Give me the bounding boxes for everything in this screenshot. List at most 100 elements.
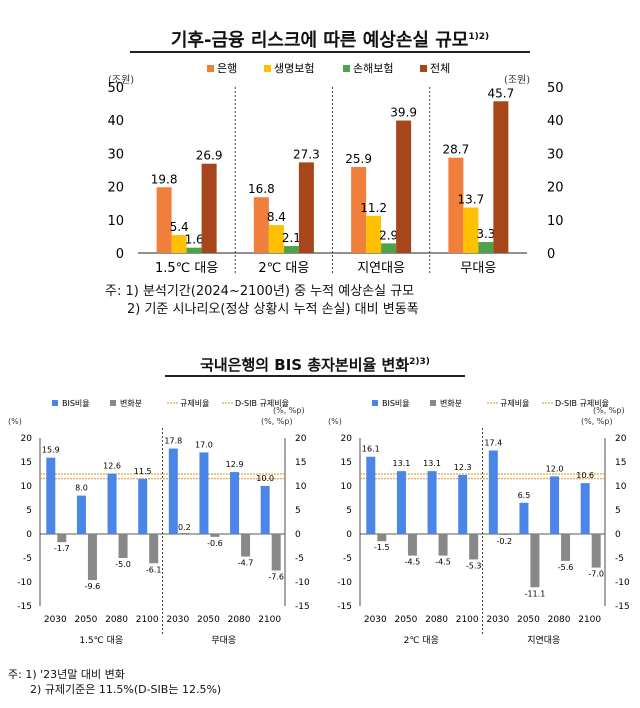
change-bar [271,534,281,571]
data-label: 39.9 [390,106,417,120]
y-tick-right: 40 [547,114,564,129]
y-tick-left: 10 [21,482,33,492]
bis-bar [519,502,529,534]
y-unit-right: (%, %p) [581,417,613,426]
bis-bar [76,495,86,534]
bis-label: 16.1 [362,445,380,454]
change-label: -4.7 [238,559,254,568]
legend-swatch-1 [264,65,271,72]
x-tick-label: 1.5℃ 대응 [155,261,218,276]
bar-0 [253,197,269,253]
y-tick-right: 15 [295,458,306,468]
bis-bar [199,452,209,534]
chart2-title-sup: 2)3) [409,357,430,367]
change-label: 0.2 [178,523,191,532]
bar-2 [283,246,299,253]
x-tick-label: 2050 [197,615,220,625]
bis-label: 15.9 [42,446,60,455]
y-tick-right: 10 [615,482,627,492]
chart1-svg: 은행 생명보험 손해보험 전체 (조원) (조원) 0 0 10 10 20 20 30 30 40 40 50… [107,61,564,276]
chart2-note-2: 2) 규제기준은 11.5%(D-SIB는 12.5%) [30,683,222,696]
y-tick-left: 30 [107,147,124,162]
bis-bar [427,471,437,534]
y-tick-right: 20 [295,434,307,444]
bis-bar [168,448,178,534]
change-bar [561,534,571,561]
bar-1 [268,225,284,253]
bis-bar [230,472,240,534]
bar-0 [448,157,464,253]
x-tick-label: 2100 [136,615,159,625]
bis-label: 17.8 [164,437,182,446]
change-label: -4.5 [405,558,421,567]
legend-label-3: D-SIB 규제비율 [555,399,609,408]
x-tick-label: 2030 [44,615,67,625]
data-label: 27.3 [293,147,320,161]
data-label: 26.9 [196,149,223,163]
y-unit-right: (%, %p) [261,417,293,426]
y-tick-right: 0 [295,530,301,540]
bis-bar [458,474,468,534]
data-label: 8.4 [267,210,286,224]
chart2-note-1: 주: 1) '23년말 대비 변화 [8,668,125,681]
bis-bar [366,456,376,534]
chart2-title-text: 국내은행의 BIS 총자본비율 변화 [200,356,410,374]
bis-label: 10.0 [256,474,274,483]
change-bar [407,534,417,556]
change-bar [87,534,97,581]
y-tick-left: -10 [17,578,32,588]
bis-bar [550,476,560,534]
y-tick-left: 10 [341,482,353,492]
bar-3 [396,120,412,253]
legend-label-0: 은행 [217,62,237,75]
bar-2 [381,243,397,253]
y-tick-right: 20 [547,181,564,196]
bis-label: 17.4 [484,438,502,447]
x-tick-label: 2100 [258,615,281,625]
y-tick-left: 50 [107,81,124,96]
legend-label-1: 생명보험 [274,62,314,75]
bar-2 [478,242,494,253]
y-tick-right: 5 [295,506,301,516]
y-tick-left: -5 [23,554,32,564]
data-label: 5.4 [170,220,189,234]
y-unit-top: (%, %p) [593,406,625,415]
chart2-title: 국내은행의 BIS 총자본비율 변화2)3) [165,351,465,377]
change-label: -1.7 [54,544,70,553]
chart2-right-svg: BIS비율 변화분 규제비율 D-SIB 규제비율 (%) (%, %p) (%, %p) -… [328,398,630,646]
x-tick-label: 2030 [486,615,509,625]
change-bar [377,534,387,542]
bis-label: 12.6 [103,462,121,471]
legend-label-1: 변화분 [120,398,142,408]
change-bar [210,534,220,537]
bis-label: 13.1 [423,459,441,468]
bis-bar [580,483,590,534]
data-label: 25.9 [345,152,372,166]
legend-swatch-3 [420,65,427,72]
x-tick-label: 2080 [425,615,448,625]
bis-label: 12.3 [454,463,472,472]
change-label: -5.3 [466,561,482,570]
y-tick-left: 0 [116,247,124,262]
data-label: 11.2 [360,201,387,215]
change-label: -5.0 [115,560,131,569]
chart1-notes: 주: 1) 분석기간(2024~2100년) 중 누적 예상손실 규모 2) 기… [105,283,419,319]
y-tick-left: 0 [26,530,32,540]
y-tick-left: -10 [337,578,352,588]
y-tick-left: 15 [21,458,32,468]
change-label: -6.1 [146,565,162,574]
y-tick-right: -10 [615,578,630,588]
x-tick-label: 2080 [105,615,128,625]
change-bar [591,534,601,568]
change-label: -7.6 [268,572,284,581]
bis-label: 6.5 [518,491,531,500]
x-tick-label: 2℃ 대응 [258,261,309,276]
data-label: 13.7 [458,193,485,207]
change-bar [499,534,509,535]
legend-label-3: 전체 [430,62,450,75]
data-label: 1.6 [185,233,204,247]
legend-label-3: D-SIB 규제비율 [235,399,289,408]
y-tick-right: 10 [547,214,564,229]
bis-label: 12.9 [226,460,244,469]
y-unit-left: (%) [328,417,342,426]
